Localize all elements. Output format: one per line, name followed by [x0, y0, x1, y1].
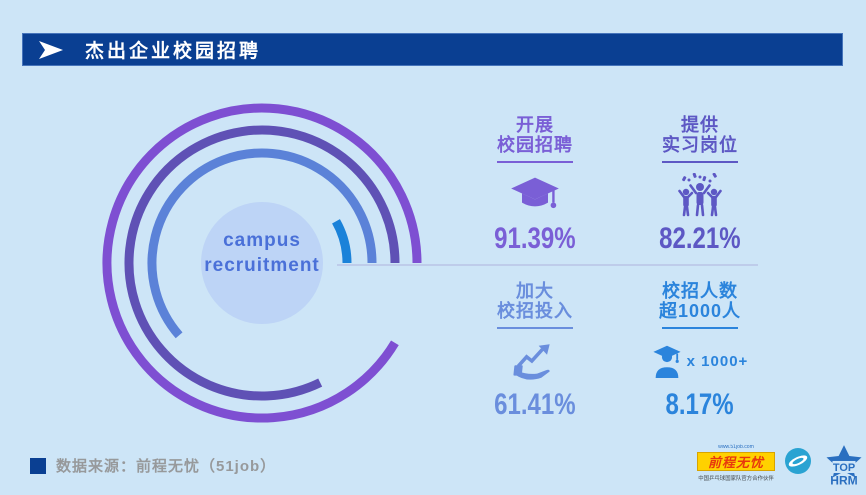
stat-title-line2: 超1000人 — [658, 301, 742, 321]
stat-value: 8.17% — [665, 388, 735, 421]
growth-hand-icon — [445, 339, 625, 383]
graduation-cap-icon — [445, 173, 625, 217]
stat-value: 91.39% — [494, 222, 576, 255]
stat-title-line1: 提供 — [681, 115, 719, 135]
stat-campus-recruiting: 开展 校园招聘 91.39% — [445, 115, 625, 255]
stat-underline — [662, 161, 738, 163]
logo-tophrm-bottom: HRM — [830, 474, 857, 488]
celebrating-people-icon — [610, 173, 790, 217]
logo-tophrm: TOP HRM — [821, 444, 866, 495]
stat-value: 82.21% — [659, 222, 741, 255]
logo-51job-name: 前程无忧 — [707, 455, 764, 470]
center-label-line1: campus — [223, 230, 301, 251]
stat-title-line2: 校招投入 — [497, 301, 573, 321]
progress-ring-1 — [102, 103, 422, 423]
stat-value: 61.41% — [494, 388, 576, 421]
data-source-text: 数据来源：前程无忧（51job） — [56, 458, 277, 475]
progress-ring-3 — [147, 148, 377, 339]
stat-title-line2: 实习岗位 — [662, 135, 738, 155]
stat-headcount: 校招人数 超1000人 x 1000+ 8.17% — [610, 281, 790, 421]
data-source-row: 数据来源：前程无忧（51job） — [30, 455, 276, 476]
logo-row: www.51job.com 前程无忧 中国乒乓球国家队官方合作伙伴 TOP HR… — [693, 444, 866, 495]
chart-center-circle — [201, 202, 323, 324]
graduate-count-icon: x 1000+ — [610, 339, 790, 383]
chart-center-label: campus recruitment — [182, 228, 342, 278]
logo-tophrm-top: TOP — [833, 462, 855, 474]
logo-51job-box: 前程无忧 — [697, 452, 775, 471]
logo-51job-url: www.51job.com — [718, 444, 754, 450]
header-bar: 杰出企业校园招聘 — [22, 33, 843, 66]
page-title: 杰出企业校园招聘 — [85, 41, 262, 62]
count-multiplier-label: x 1000+ — [686, 352, 749, 370]
progress-ring-2 — [124, 125, 400, 401]
stat-title-line1: 校招人数 — [662, 281, 738, 301]
stat-title-line2: 校园招聘 — [497, 135, 573, 155]
stat-underline — [497, 327, 573, 329]
stat-investment: 加大 校招投入 61.41% — [445, 281, 625, 421]
logo-51job-subtitle: 中国乒乓球国家队官方合作伙伴 — [698, 476, 774, 482]
stat-internships: 提供 实习岗位 — [610, 115, 790, 255]
stat-title-line1: 加大 — [516, 281, 554, 301]
stat-underline — [662, 327, 738, 329]
stat-underline — [497, 161, 573, 163]
logo-51job: www.51job.com 前程无忧 中国乒乓球国家队官方合作伙伴 — [693, 444, 779, 482]
globe-badge-icon — [785, 448, 811, 474]
arrow-right-icon — [39, 40, 63, 59]
stat-title-line1: 开展 — [516, 115, 554, 135]
center-label-line2: recruitment — [204, 255, 320, 276]
source-bullet-square — [30, 457, 46, 474]
progress-ring-4 — [332, 219, 352, 264]
